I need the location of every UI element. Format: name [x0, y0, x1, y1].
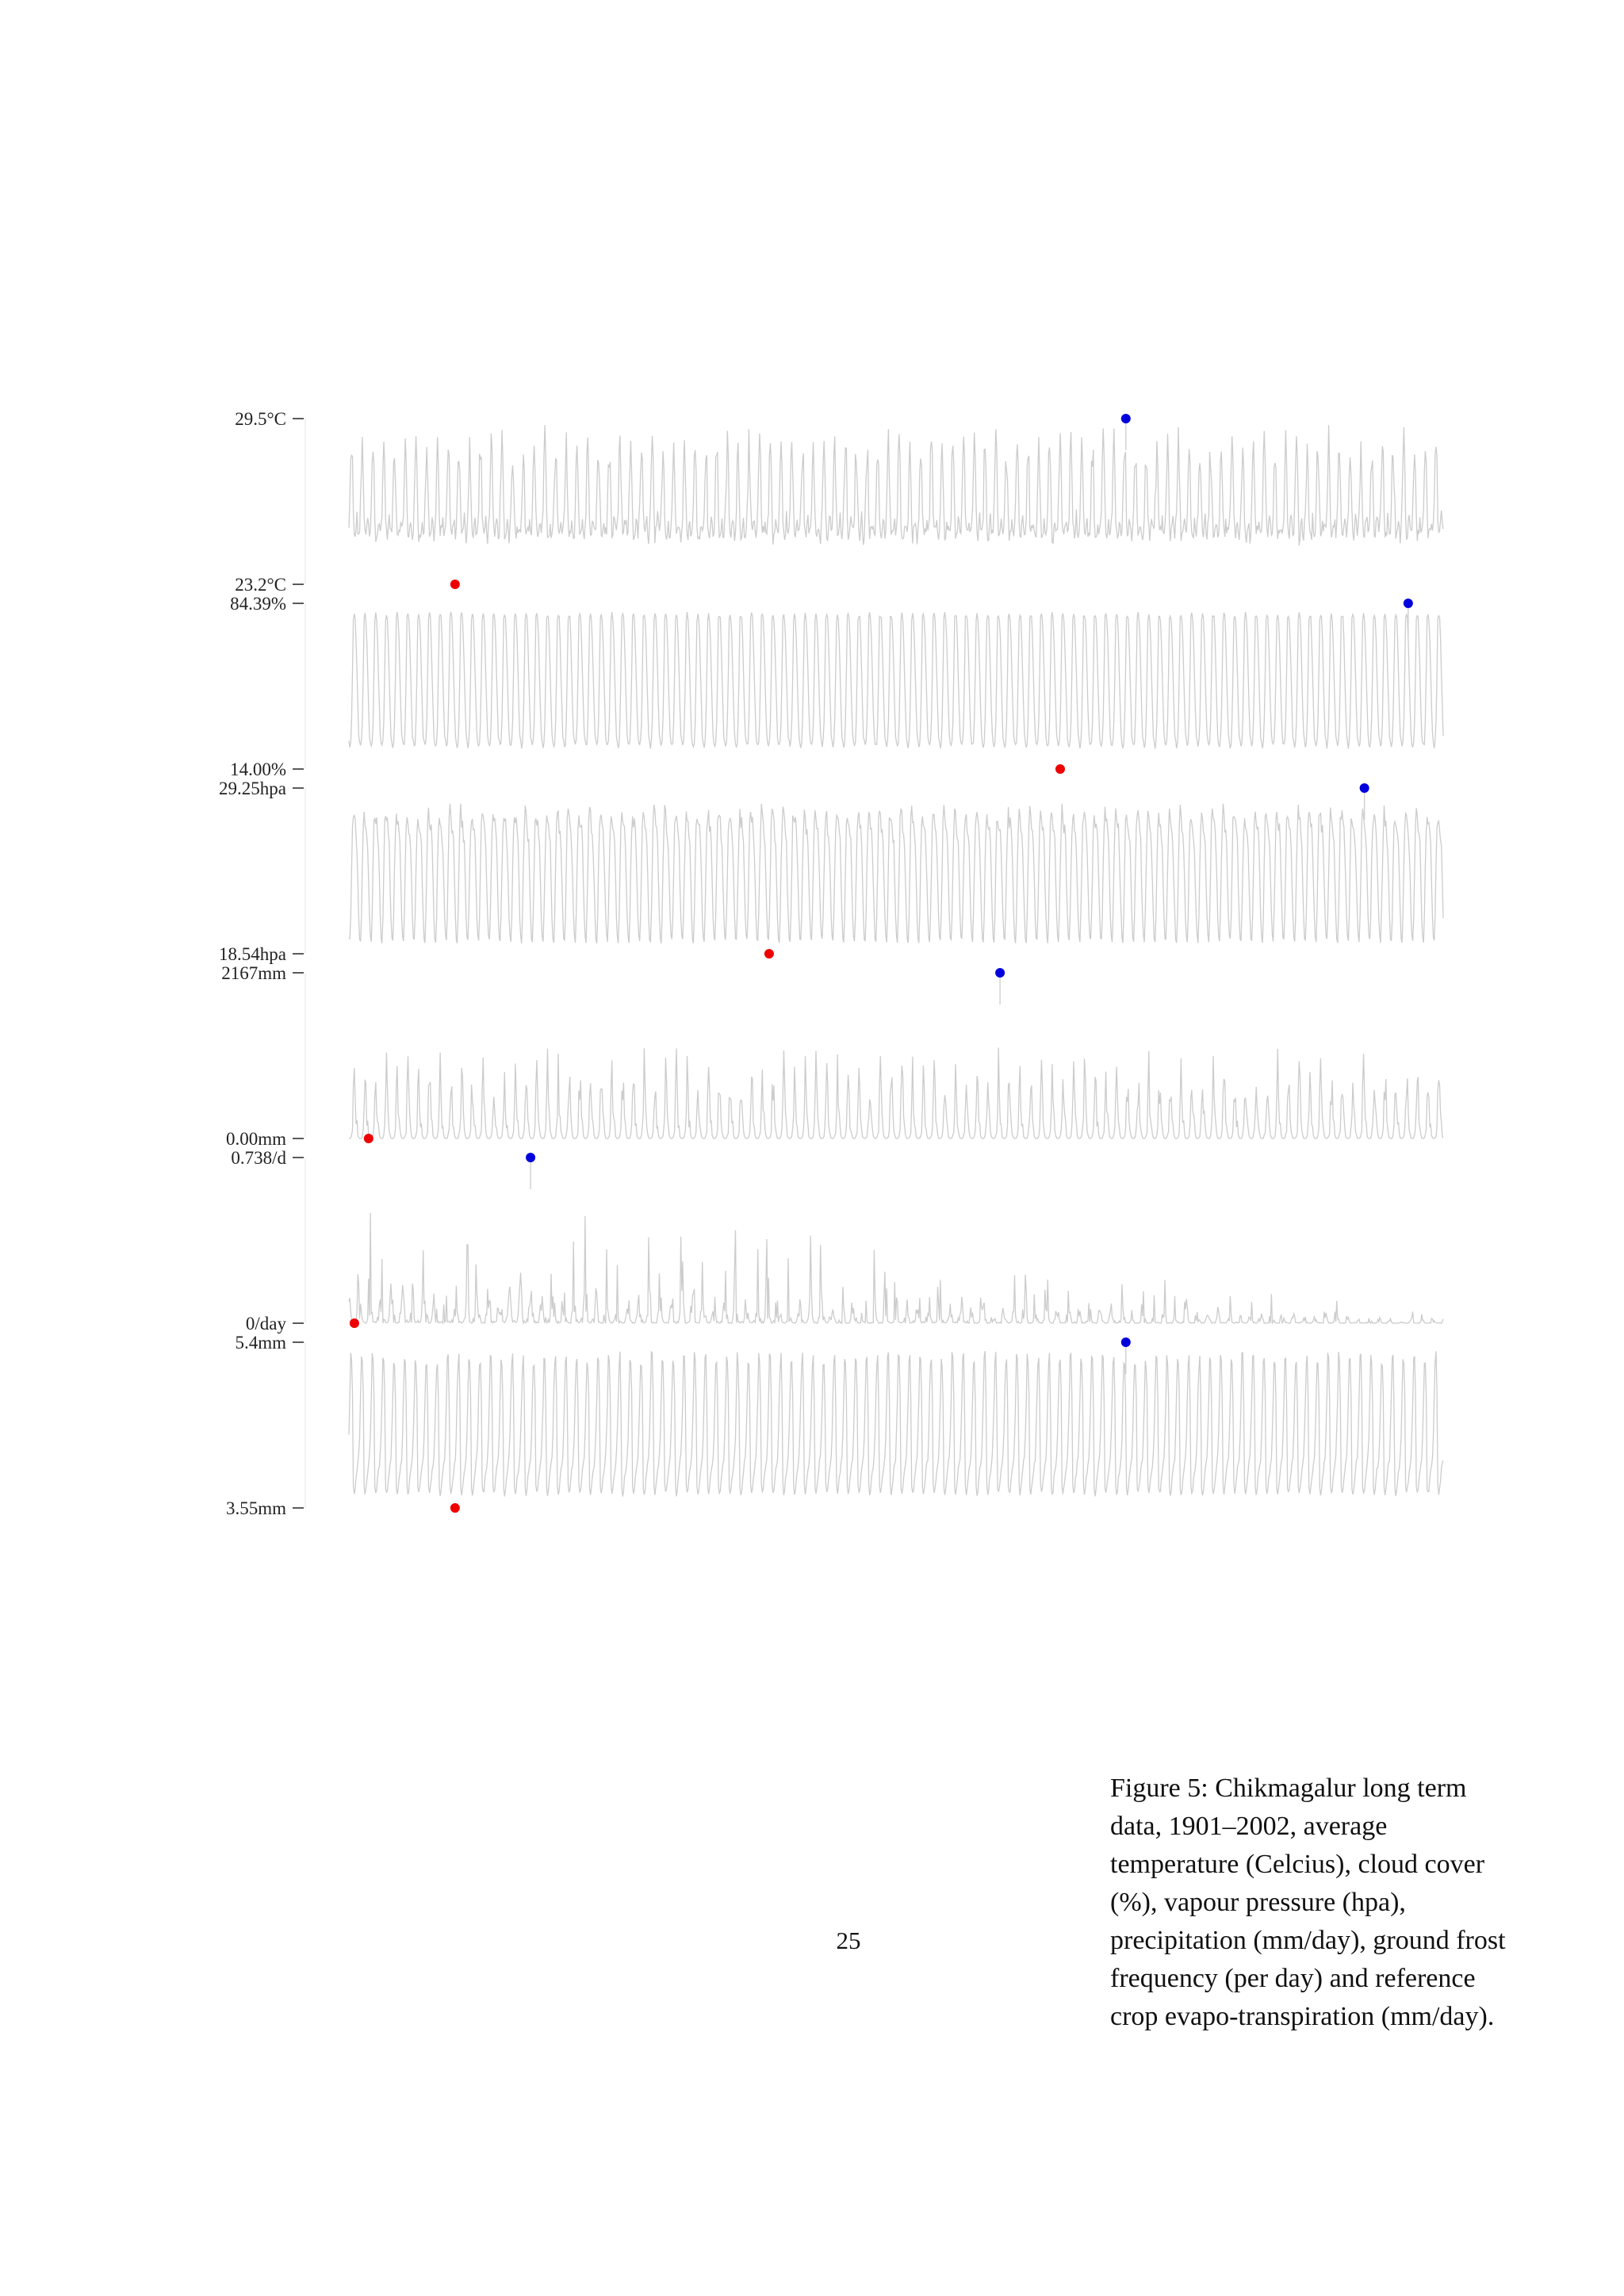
max-label: 84.39%	[230, 594, 286, 614]
series-line	[348, 803, 1444, 943]
min-marker	[1055, 764, 1065, 774]
min-label: 0/day	[246, 1314, 287, 1334]
max-label: 29.5°C	[235, 409, 286, 429]
chart-panels: 29.5°C 23.2°C 84.39% 14.00% 29.25hpa 18.54hpa…	[159, 396, 1467, 1633]
series-line	[349, 1047, 1444, 1139]
max-marker	[1359, 783, 1369, 793]
min-label: 18.54hpa	[219, 944, 286, 964]
series-line	[348, 1350, 1444, 1497]
panel-temperature: 29.5°C 23.2°C	[235, 409, 1444, 595]
min-label: 23.2°C	[235, 575, 286, 595]
panel-precip: 2167mm 0.00mm	[221, 963, 1444, 1149]
sparkline-panels: 29.5°C 23.2°C84.39% 14.00%29.25hpa 18.54hpa…	[219, 409, 1444, 1518]
max-label: 0.738/d	[231, 1148, 286, 1168]
max-marker	[995, 968, 1005, 978]
max-marker	[1120, 414, 1131, 423]
panel-cloud: 84.39% 14.00%	[230, 594, 1444, 779]
min-marker	[349, 1318, 359, 1328]
figure-caption: Figure 5: Chikmagalur long term data, 19…	[1110, 1774, 1506, 2031]
min-marker	[450, 580, 460, 589]
min-label: 0.00mm	[226, 1129, 286, 1149]
max-label: 5.4mm	[235, 1333, 286, 1353]
panel-evapo: 5.4mm 3.55mm	[226, 1333, 1444, 1518]
max-label: 2167mm	[221, 963, 286, 983]
min-label: 14.00%	[230, 760, 286, 779]
series-line	[348, 611, 1444, 749]
series-line	[348, 1212, 1444, 1326]
min-label: 3.55mm	[226, 1498, 286, 1518]
max-marker	[526, 1153, 536, 1162]
min-marker	[363, 1134, 373, 1143]
max-label: 29.25hpa	[219, 779, 286, 798]
max-marker	[1403, 599, 1413, 608]
min-marker	[450, 1503, 460, 1513]
panel-frost: 0.738/d 0/day	[231, 1148, 1444, 1334]
series-line	[348, 425, 1444, 546]
min-marker	[764, 949, 774, 959]
max-marker	[1120, 1337, 1131, 1347]
page-number: 25	[836, 1927, 861, 1954]
panel-vapour: 29.25hpa 18.54hpa	[219, 779, 1444, 964]
